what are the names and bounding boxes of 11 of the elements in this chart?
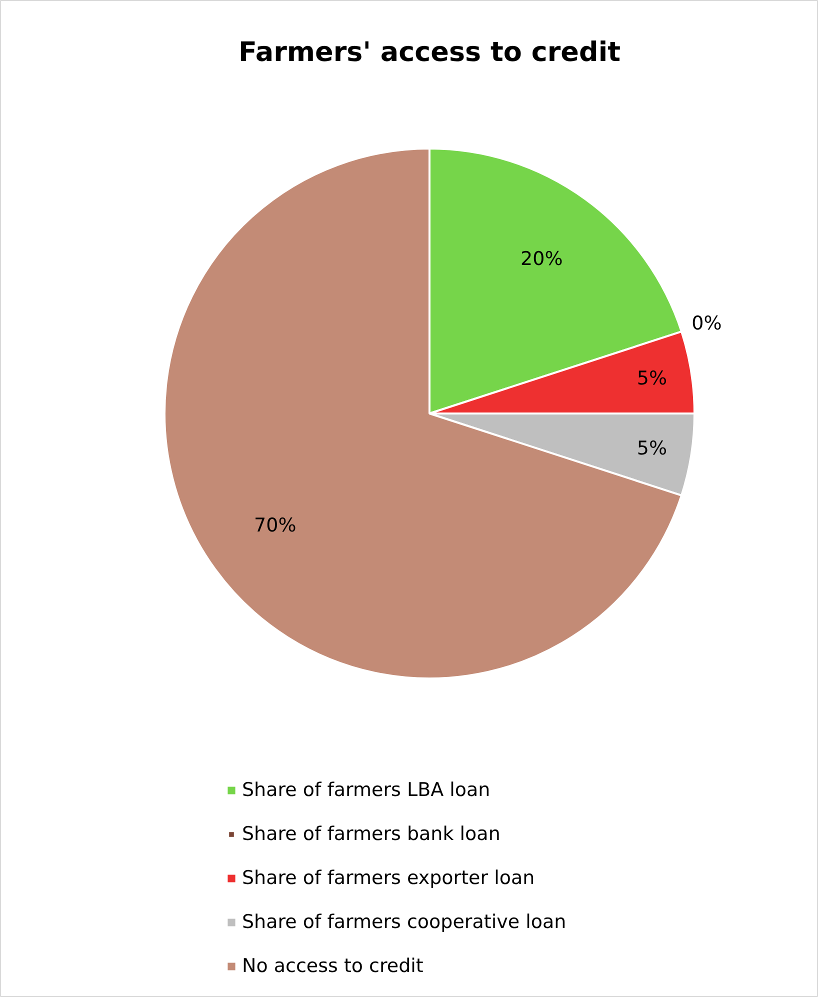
data-label: 20% (520, 248, 563, 270)
data-label: 5% (636, 367, 668, 390)
legend-label: No access to credit (242, 955, 424, 977)
legend-label: Share of farmers bank loan (242, 823, 500, 845)
legend-label: Share of farmers cooperative loan (242, 911, 566, 933)
text: 0% (692, 312, 722, 334)
data-label: 70% (254, 514, 296, 537)
chart-title: Farmers' access to credit (238, 37, 621, 68)
legend-label: Share of farmers LBA loan (242, 779, 490, 801)
data-label: 5% (636, 438, 668, 460)
legend-label: Share of farmers exporter loan (242, 867, 535, 889)
